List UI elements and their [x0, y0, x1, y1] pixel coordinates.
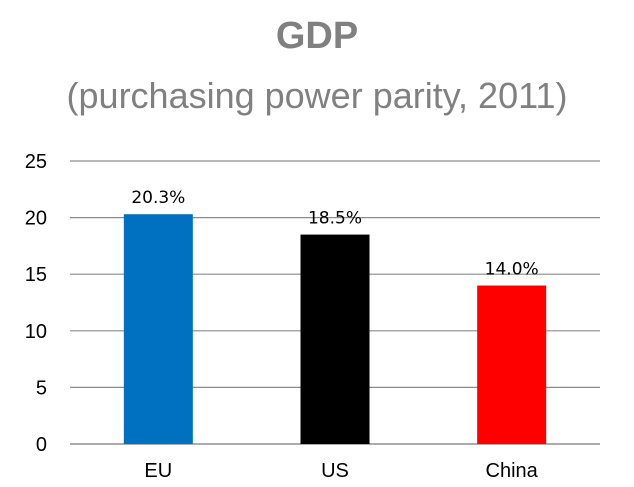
category-label-eu: EU [144, 460, 172, 482]
data-label-us: 18.5% [308, 209, 362, 229]
y-tick-label: 5 [36, 377, 47, 399]
y-axis-ticks: 0 5 10 15 20 25 [25, 151, 47, 456]
chart-subtitle: (purchasing power parity, 2011) [67, 75, 568, 116]
category-labels: EU US China [144, 460, 538, 482]
y-tick-label: 25 [25, 151, 47, 173]
bar-eu [123, 214, 193, 444]
data-label-eu: 20.3% [131, 188, 185, 208]
chart-title: GDP [276, 15, 358, 57]
data-labels: 20.3% 18.5% 14.0% [131, 188, 538, 279]
data-label-china: 14.0% [485, 260, 539, 280]
category-label-us: US [321, 460, 349, 482]
y-tick-label: 15 [25, 264, 47, 286]
y-tick-label: 0 [36, 434, 47, 456]
bars [123, 214, 547, 444]
y-tick-label: 20 [25, 208, 47, 230]
bar-china [477, 285, 547, 444]
category-label-china: China [486, 460, 539, 482]
bar-us [300, 234, 370, 444]
y-tick-label: 10 [25, 321, 47, 343]
